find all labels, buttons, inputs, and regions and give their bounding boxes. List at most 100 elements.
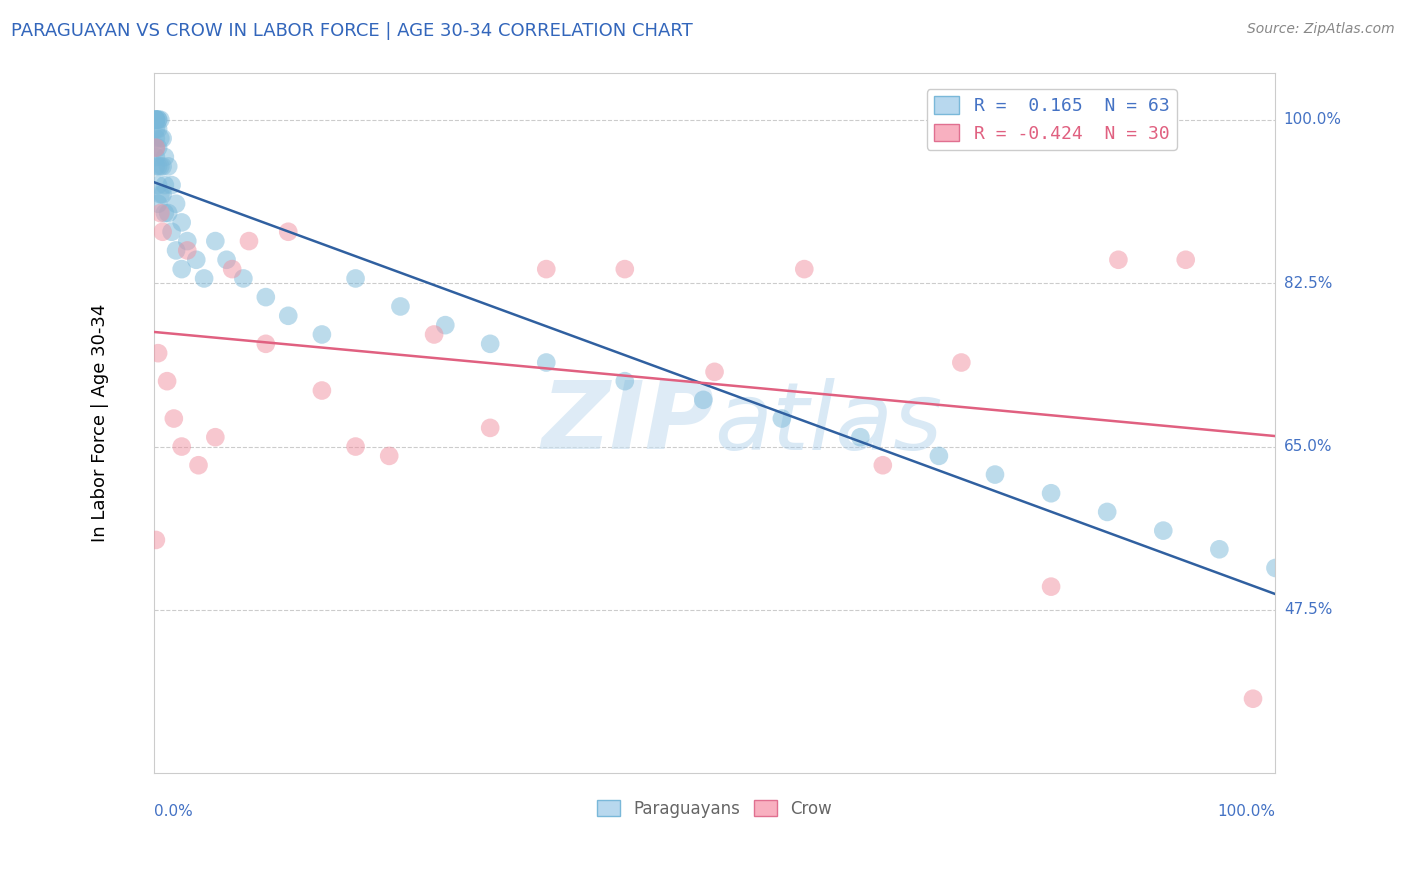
Point: [1208, 542, 1230, 557]
Point: [163, 411, 186, 425]
Text: 100.0%: 100.0%: [1284, 112, 1341, 128]
Point: [238, 234, 260, 248]
Point: [215, 252, 238, 267]
Point: [146, 122, 169, 136]
Point: [149, 187, 172, 202]
Point: [156, 374, 179, 388]
Point: [254, 290, 277, 304]
Point: [770, 411, 793, 425]
Point: [145, 150, 167, 164]
Point: [1040, 486, 1063, 500]
Point: [1286, 599, 1309, 613]
Point: [176, 234, 198, 248]
Text: In Labor Force | Age 30-34: In Labor Force | Age 30-34: [91, 304, 108, 542]
Point: [1040, 580, 1063, 594]
Point: [204, 234, 226, 248]
Point: [536, 262, 558, 277]
Point: [146, 196, 169, 211]
Point: [378, 449, 401, 463]
Legend: Paraguayans, Crow: Paraguayans, Crow: [591, 793, 839, 824]
Text: atlas: atlas: [714, 377, 943, 468]
Text: Source: ZipAtlas.com: Source: ZipAtlas.com: [1247, 22, 1395, 37]
Point: [146, 141, 169, 155]
Point: [1264, 561, 1286, 575]
Point: [145, 112, 167, 127]
Point: [389, 300, 412, 314]
Point: [145, 122, 167, 136]
Point: [145, 112, 167, 127]
Point: [984, 467, 1007, 482]
Point: [146, 178, 169, 192]
Point: [344, 440, 367, 454]
Point: [950, 355, 973, 369]
Point: [176, 244, 198, 258]
Point: [165, 196, 187, 211]
Point: [872, 458, 894, 473]
Point: [160, 225, 183, 239]
Point: [536, 355, 558, 369]
Point: [1095, 505, 1118, 519]
Point: [157, 160, 180, 174]
Point: [692, 392, 714, 407]
Point: [849, 430, 872, 444]
Point: [186, 252, 208, 267]
Text: PARAGUAYAN VS CROW IN LABOR FORCE | AGE 30-34 CORRELATION CHART: PARAGUAYAN VS CROW IN LABOR FORCE | AGE …: [11, 22, 693, 40]
Point: [153, 150, 176, 164]
Point: [160, 178, 183, 192]
Text: ZIP: ZIP: [541, 377, 714, 469]
Point: [149, 112, 172, 127]
Point: [613, 374, 636, 388]
Point: [1275, 580, 1298, 594]
Point: [703, 365, 725, 379]
Point: [1298, 617, 1320, 632]
Point: [232, 271, 254, 285]
Point: [423, 327, 446, 342]
Point: [145, 533, 167, 547]
Point: [145, 141, 167, 155]
Point: [344, 271, 367, 285]
Point: [221, 262, 243, 277]
Point: [193, 271, 215, 285]
Point: [277, 309, 299, 323]
Point: [187, 458, 209, 473]
Point: [149, 160, 172, 174]
Point: [277, 225, 299, 239]
Point: [152, 187, 174, 202]
Point: [145, 112, 167, 127]
Point: [152, 160, 174, 174]
Point: [152, 131, 174, 145]
Point: [152, 225, 174, 239]
Point: [170, 440, 193, 454]
Point: [165, 244, 187, 258]
Point: [157, 206, 180, 220]
Point: [145, 112, 167, 127]
Point: [170, 262, 193, 277]
Point: [146, 112, 169, 127]
Text: 47.5%: 47.5%: [1284, 602, 1331, 617]
Point: [145, 112, 167, 127]
Point: [793, 262, 815, 277]
Point: [145, 131, 167, 145]
Text: 65.0%: 65.0%: [1284, 439, 1333, 454]
Point: [1241, 691, 1264, 706]
Point: [613, 262, 636, 277]
Point: [145, 141, 167, 155]
Point: [254, 336, 277, 351]
Point: [1174, 252, 1197, 267]
Point: [479, 421, 502, 435]
Text: 82.5%: 82.5%: [1284, 276, 1331, 291]
Point: [153, 178, 176, 192]
Point: [434, 318, 457, 333]
Point: [311, 384, 333, 398]
Point: [149, 131, 172, 145]
Point: [1152, 524, 1174, 538]
Point: [153, 206, 176, 220]
Text: 0.0%: 0.0%: [153, 804, 193, 819]
Point: [1107, 252, 1129, 267]
Text: 100.0%: 100.0%: [1218, 804, 1275, 819]
Point: [479, 336, 502, 351]
Point: [204, 430, 226, 444]
Point: [146, 346, 169, 360]
Point: [146, 160, 169, 174]
Point: [145, 160, 167, 174]
